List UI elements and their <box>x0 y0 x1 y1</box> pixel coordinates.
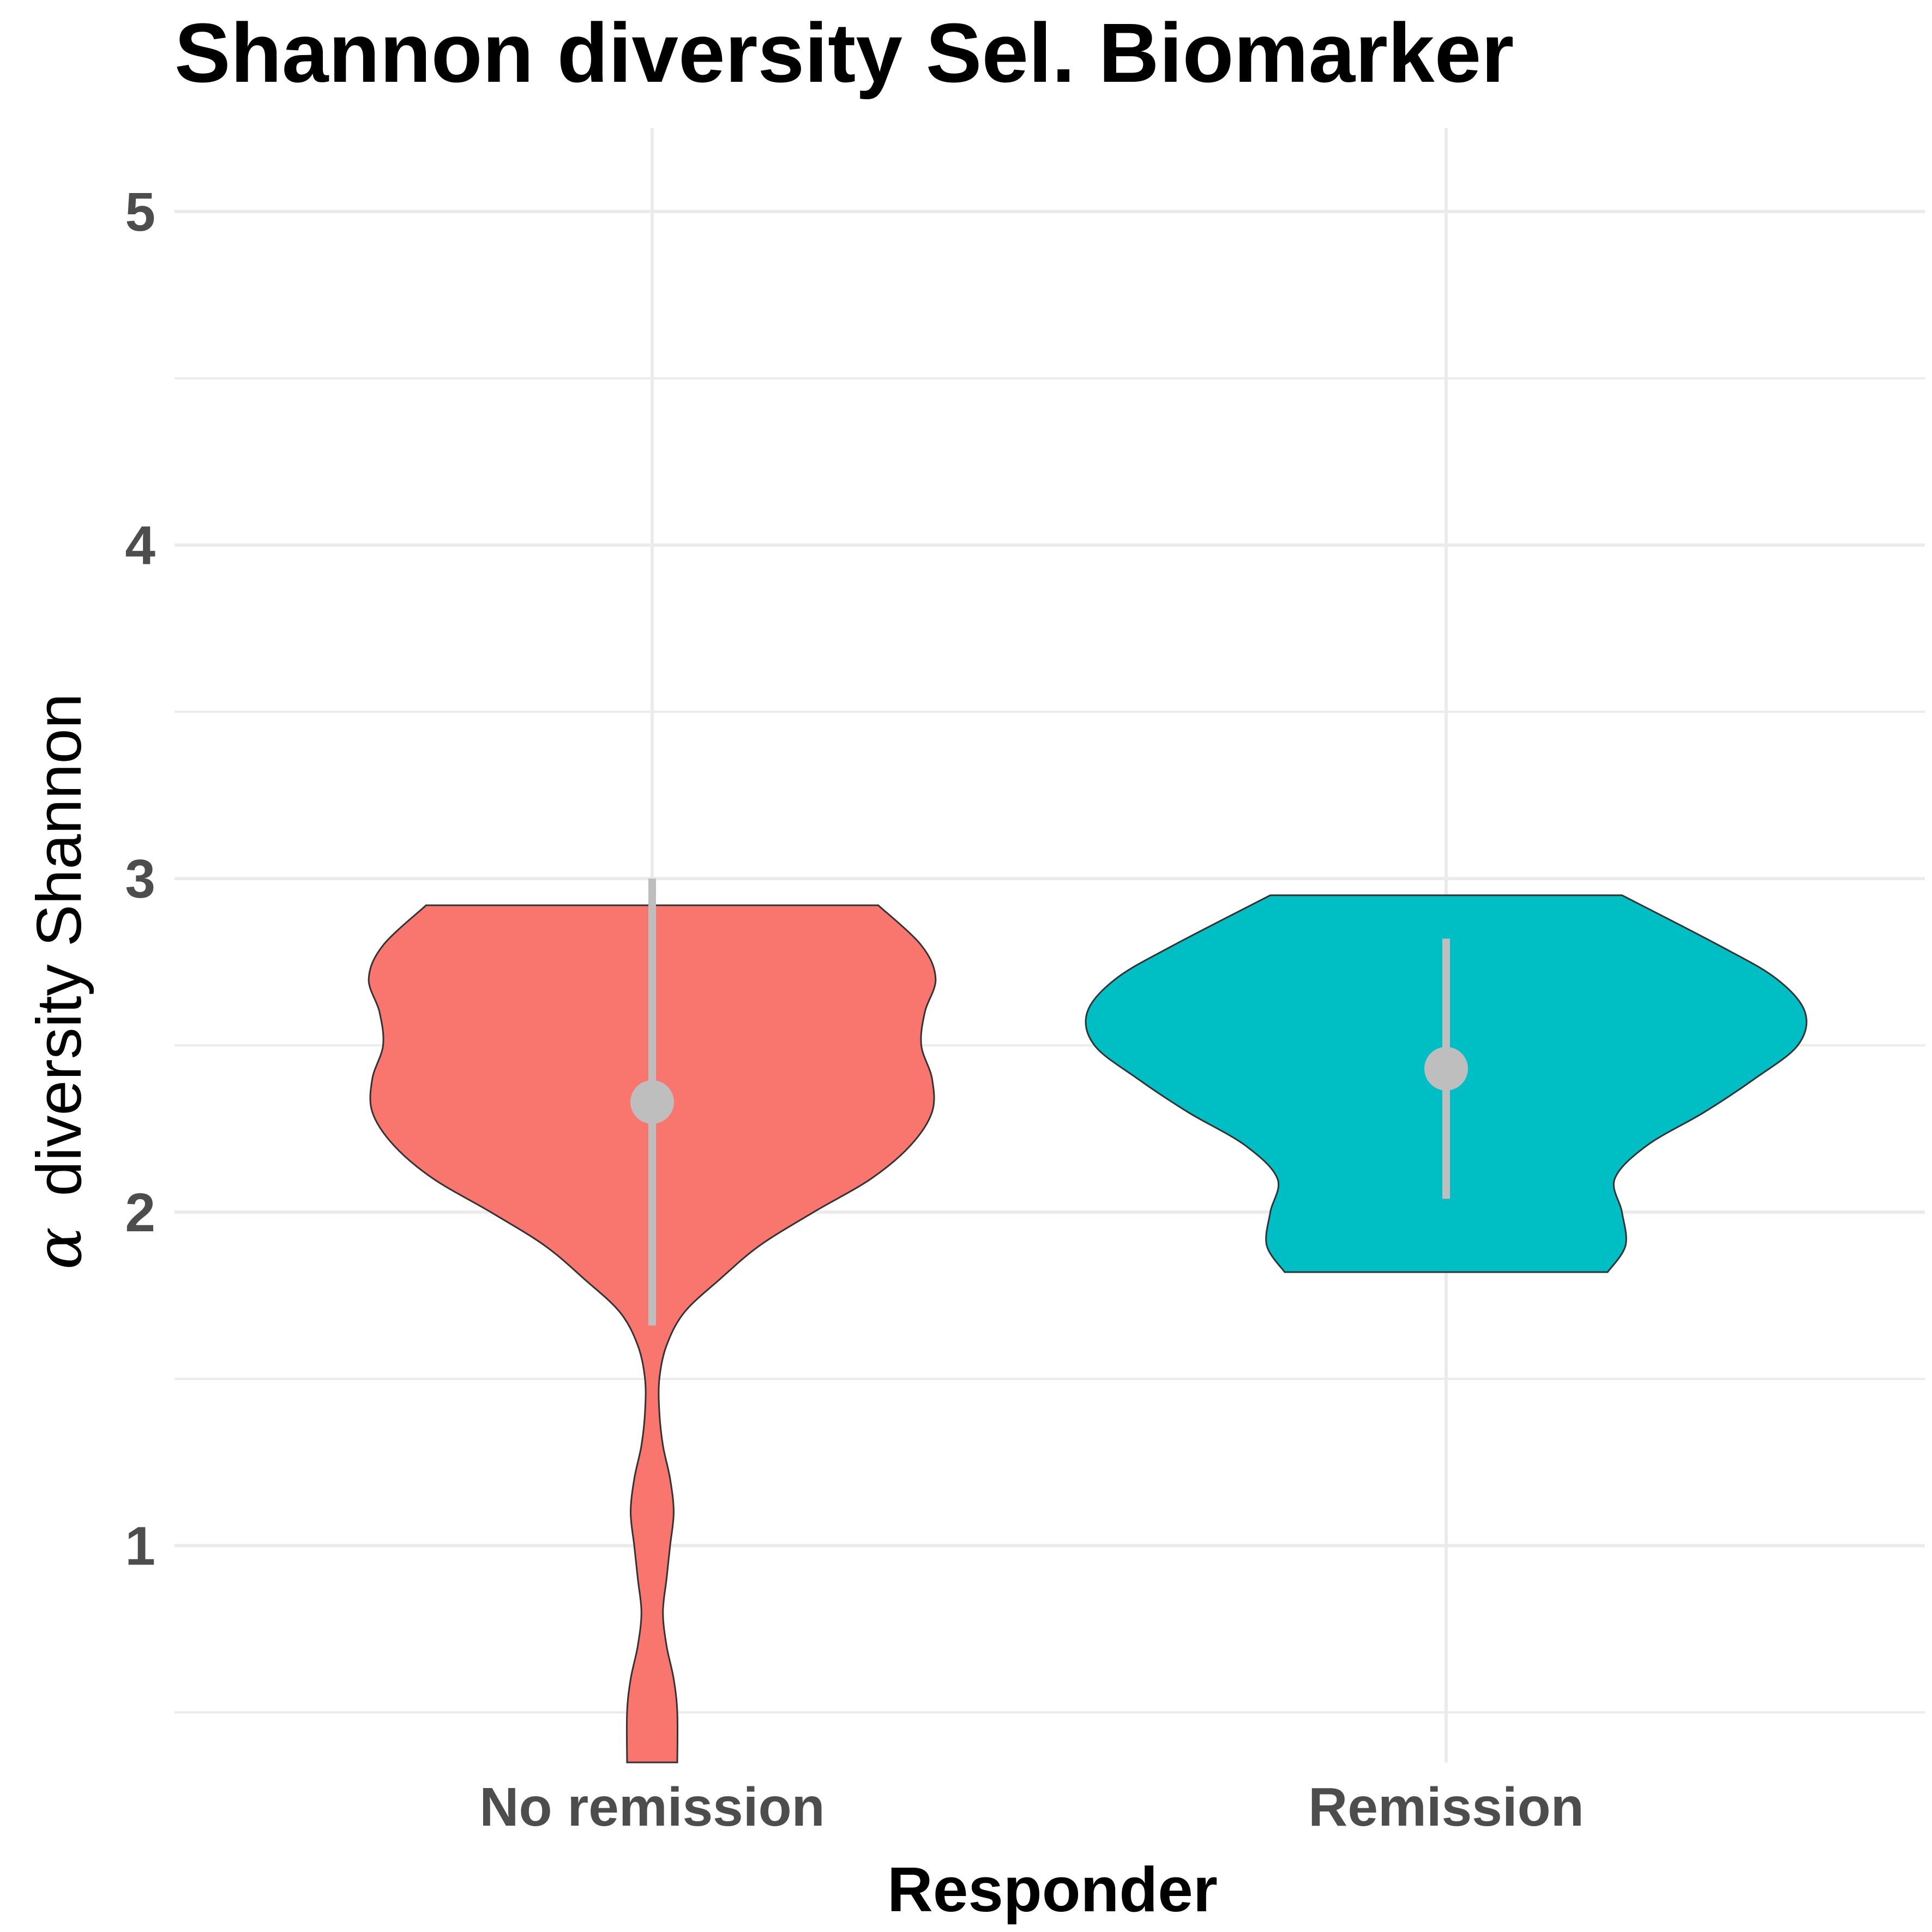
y-tick-label: 4 <box>125 515 155 576</box>
y-axis-title-text: diversity Shannon <box>23 694 94 1196</box>
violins <box>368 894 1808 1764</box>
y-tick-label: 3 <box>125 848 155 910</box>
y-tick-label: 5 <box>125 182 155 243</box>
chart-title: Shannon diversity Sel. Biomarker <box>174 6 1514 100</box>
y-axis-title: α diversity Shannon <box>22 694 96 1270</box>
summary-point <box>630 1080 674 1124</box>
x-tick-label: No remission <box>479 1777 825 1838</box>
y-axis-title-symbol: α <box>22 1227 96 1269</box>
violin-no-remission <box>368 904 937 1764</box>
summary-point <box>1424 1046 1468 1091</box>
x-axis-title: Responder <box>887 1854 1218 1925</box>
x-tick-label: Remission <box>1308 1777 1584 1838</box>
y-tick-label: 2 <box>125 1182 155 1243</box>
y-tick-label: 1 <box>125 1515 155 1576</box>
y-axis-ticks: 1 2 3 4 5 <box>125 182 155 1577</box>
x-axis-ticks: No remission Remission <box>479 1777 1584 1838</box>
summaries <box>630 878 1468 1326</box>
grid <box>174 128 1925 1762</box>
